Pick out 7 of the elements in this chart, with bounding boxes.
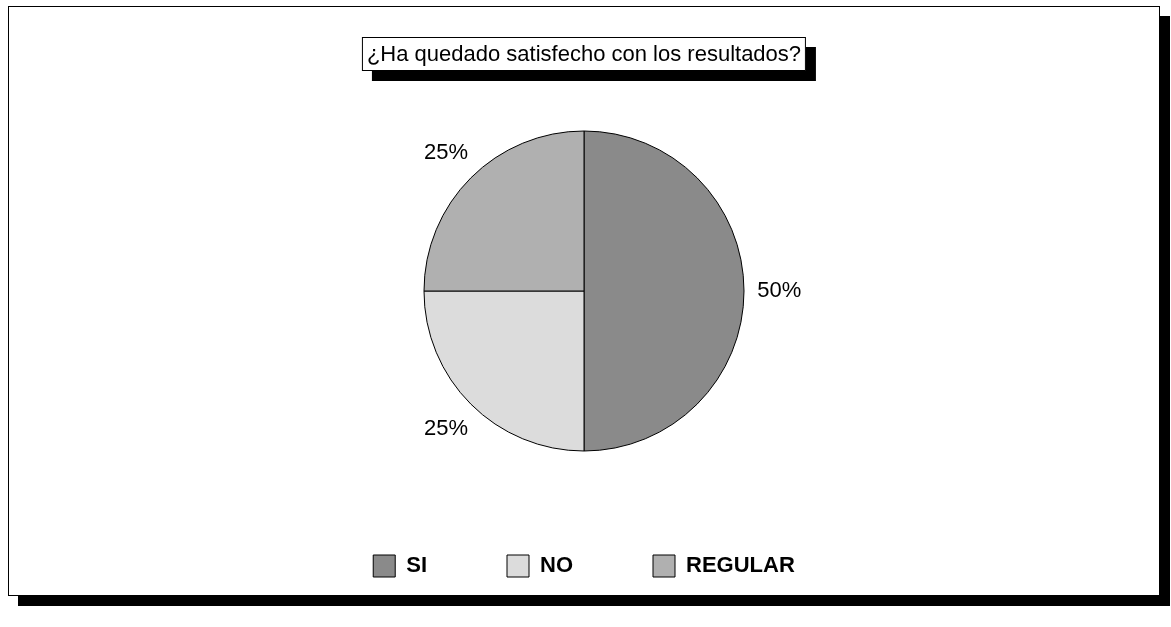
legend-label: REGULAR (686, 552, 795, 578)
chart-title: ¿Ha quedado satisfecho con los resultados? (361, 37, 807, 71)
legend-label: SI (406, 552, 428, 578)
data-label: 25% (423, 139, 468, 165)
data-label: 50% (757, 277, 802, 303)
legend-label: NO (540, 552, 574, 578)
data-label: 25% (423, 415, 468, 441)
